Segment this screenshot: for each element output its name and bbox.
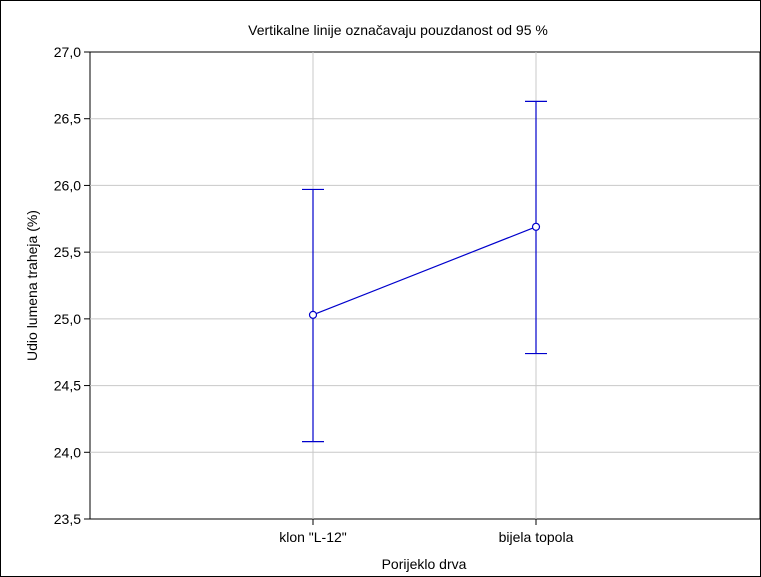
- x-tick-label: klon "L-12": [279, 529, 347, 545]
- x-axis-label: Porijeklo drva: [382, 556, 467, 572]
- y-tick-label: 24,5: [54, 378, 81, 394]
- mean-point: [531, 222, 541, 231]
- x-tick-label: bijela topola: [499, 529, 574, 545]
- plot-area: [89, 51, 761, 520]
- series-means: [302, 100, 547, 443]
- y-tick-label: 26,0: [54, 177, 81, 193]
- y-tick-label: 24,0: [54, 444, 81, 460]
- chart-title: Vertikalne linije označavaju pouzdanost …: [248, 22, 548, 38]
- axes: 23,5 24,0 24,5 25,0 25,5 26,0 26,5 27,0 klon "L-…: [54, 44, 574, 545]
- y-tick-label: 27,0: [54, 44, 81, 60]
- mean-connecting-line: [312, 226, 537, 316]
- y-tick-label: 23,5: [54, 511, 81, 527]
- mean-point: [308, 310, 318, 319]
- y-tick-label: 25,0: [54, 311, 81, 327]
- y-axis-label: Udio lumena traheja (%): [24, 210, 40, 361]
- y-tick-label: 25,5: [54, 244, 81, 260]
- y-tick-label: 26,5: [54, 111, 81, 127]
